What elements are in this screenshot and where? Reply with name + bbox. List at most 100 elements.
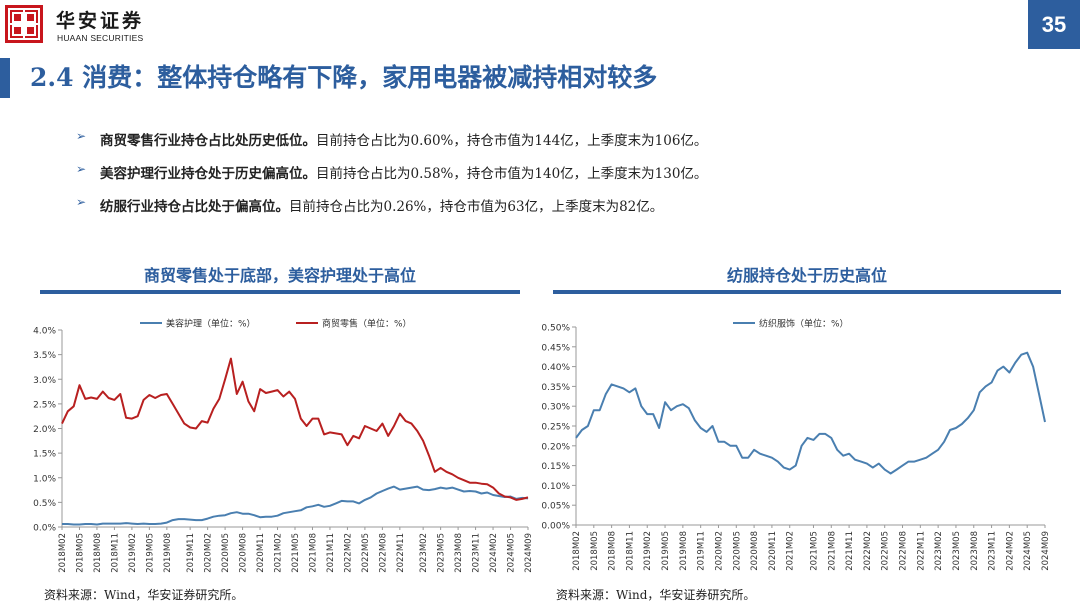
- x-tick-label: 2020M11: [768, 531, 778, 571]
- x-tick-label: 2021M05: [809, 531, 819, 571]
- chart-title-left: 商贸零售处于底部，美容护理处于高位: [143, 266, 416, 285]
- x-tick-label: 2023M11: [988, 531, 998, 571]
- x-tick-label: 2023M02: [419, 533, 429, 573]
- x-tick-label: 2019M02: [643, 531, 653, 571]
- line-chart-right: 0.00% 0.05% 0.10% 0.15% 0.20% 0.25% 0.30% 0.35%…: [541, 318, 1051, 571]
- title-accent-bar: [0, 58, 10, 98]
- series-line: [575, 351, 1046, 475]
- y-tick-label: 0.20%: [541, 442, 570, 452]
- brand-name-cn: 华安证券: [56, 10, 145, 32]
- x-tick-label: 2023M08: [454, 533, 464, 573]
- y-tick-label: 0.10%: [541, 482, 570, 492]
- x-tick-label: 2021M02: [786, 531, 796, 571]
- x-tick-label: 2020M02: [204, 533, 214, 573]
- x-tick-label: 2021M05: [291, 533, 301, 573]
- x-tick-label: 2018M11: [110, 533, 120, 573]
- y-tick-label: 0.15%: [541, 462, 570, 472]
- x-tick-label: 2018M11: [625, 531, 635, 571]
- x-tick-label: 2022M08: [378, 533, 388, 573]
- y-tick-label: 0.00%: [541, 522, 570, 532]
- x-tick-label: 2021M11: [845, 531, 855, 571]
- x-tick-label: 2020M05: [732, 531, 742, 571]
- x-tick-label: 2018M08: [608, 531, 618, 571]
- source-note-right: 资料来源：Wind，华安证券研究所。: [556, 588, 756, 602]
- y-tick-label: 4.0%: [33, 327, 56, 337]
- x-tick-label: 2024M02: [489, 533, 499, 573]
- x-tick-label: 2023M05: [437, 533, 447, 573]
- x-tick-label: 2021M08: [827, 531, 837, 571]
- legend-label: 商贸零售（单位：%）: [322, 318, 412, 330]
- bullet-item: ➢ 商贸零售行业持仓占比处历史低位。目前持仓占比为0.60%，持仓市值为144亿…: [76, 129, 708, 149]
- x-tick-label: 2019M11: [697, 531, 707, 571]
- page-number: 35: [1028, 0, 1080, 49]
- y-tick-label: 0.35%: [541, 383, 570, 393]
- series-line: [61, 357, 529, 501]
- x-tick-label: 2022M05: [881, 531, 891, 571]
- x-tick-label: 2020M08: [750, 531, 760, 571]
- y-tick-label: 0.50%: [541, 324, 570, 334]
- y-tick-label: 0.0%: [33, 524, 56, 534]
- source-note-left: 资料来源：Wind，华安证券研究所。: [44, 588, 244, 602]
- y-tick-label: 0.05%: [541, 502, 570, 512]
- y-tick-label: 0.30%: [541, 403, 570, 413]
- x-tick-label: 2022M08: [899, 531, 909, 571]
- x-tick-label: 2024M09: [524, 533, 534, 573]
- x-tick-label: 2019M05: [145, 533, 155, 573]
- x-tick-label: 2021M08: [308, 533, 318, 573]
- legend-label: 纺织服饰（单位：%）: [759, 318, 849, 330]
- x-tick-label: 2019M08: [679, 531, 689, 571]
- x-tick-label: 2018M08: [93, 533, 103, 573]
- x-tick-label: 2024M09: [1041, 531, 1051, 571]
- bullet-text: 目前持仓占比为0.58%，持仓市值为140亿，上季度末为130亿。: [316, 166, 708, 182]
- triangle-arrow-icon: ➢: [76, 195, 87, 209]
- x-tick-label: 2020M02: [714, 531, 724, 571]
- y-tick-label: 2.5%: [33, 400, 56, 410]
- x-tick-label: 2019M08: [163, 533, 173, 573]
- x-tick-label: 2019M05: [661, 531, 671, 571]
- x-tick-label: 2023M05: [952, 531, 962, 571]
- y-tick-label: 2.0%: [33, 425, 56, 435]
- x-tick-label: 2021M02: [274, 533, 284, 573]
- x-tick-label: 2022M11: [916, 531, 926, 571]
- y-tick-label: 0.5%: [33, 499, 56, 509]
- x-tick-label: 2019M11: [186, 533, 196, 573]
- x-tick-label: 2022M11: [396, 533, 406, 573]
- x-tick-label: 2024M02: [1005, 531, 1015, 571]
- y-tick-label: 0.40%: [541, 363, 570, 373]
- x-tick-label: 2020M08: [239, 533, 249, 573]
- bullet-bold: 美容护理行业持仓处于历史偏高位。: [100, 166, 316, 182]
- x-tick-label: 2022M02: [343, 533, 353, 573]
- x-tick-label: 2024M05: [1023, 531, 1033, 571]
- bullet-bold: 纺服行业持仓占比处于偏高位。: [100, 199, 289, 215]
- x-tick-label: 2023M08: [970, 531, 980, 571]
- x-tick-label: 2018M05: [75, 533, 85, 573]
- triangle-arrow-icon: ➢: [76, 129, 87, 143]
- bullet-text: 目前持仓占比为0.60%，持仓市值为144亿，上季度末为106亿。: [316, 133, 708, 149]
- series-line: [62, 485, 529, 526]
- x-tick-label: 2018M05: [590, 531, 600, 571]
- bullet-item: ➢ 纺服行业持仓占比处于偏高位。目前持仓占比为0.26%，持仓市值为63亿，上季…: [76, 195, 663, 215]
- y-tick-label: 1.0%: [33, 474, 56, 484]
- x-tick-label: 2018M02: [572, 531, 582, 571]
- chart-title-right: 纺服持仓处于历史高位: [726, 266, 887, 285]
- chart-title-rule: [40, 290, 520, 294]
- triangle-arrow-icon: ➢: [76, 162, 87, 176]
- y-tick-label: 3.5%: [33, 351, 56, 361]
- chart-title-rule: [553, 290, 1061, 294]
- x-tick-label: 2022M02: [863, 531, 873, 571]
- x-tick-label: 2024M05: [507, 533, 517, 573]
- y-tick-label: 1.5%: [33, 450, 56, 460]
- x-tick-label: 2022M05: [361, 533, 371, 573]
- y-tick-label: 0.25%: [541, 423, 570, 433]
- x-tick-label: 2021M11: [326, 533, 336, 573]
- bullet-bold: 商贸零售行业持仓占比处历史低位。: [100, 133, 316, 149]
- x-tick-label: 2019M02: [128, 533, 138, 573]
- huaan-seal-logo: [5, 5, 43, 43]
- y-tick-label: 0.45%: [541, 343, 570, 353]
- bullet-item: ➢ 美容护理行业持仓处于历史偏高位。目前持仓占比为0.58%，持仓市值为140亿…: [76, 162, 708, 182]
- page-title: 2.4 消费：整体持仓略有下降，家用电器被减持相对较多: [30, 63, 658, 92]
- x-tick-label: 2018M02: [58, 533, 68, 573]
- y-tick-label: 3.0%: [33, 376, 56, 386]
- legend-label: 美容护理（单位：%）: [166, 318, 256, 330]
- brand-name-en: HUAAN SECURITIES: [57, 33, 144, 43]
